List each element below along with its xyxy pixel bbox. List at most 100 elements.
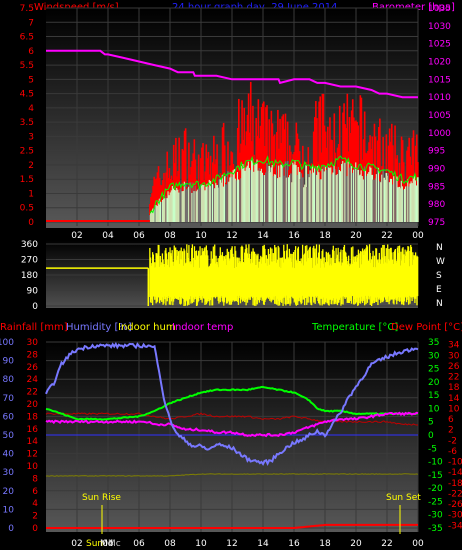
barometer-tick-label: 1015 — [428, 75, 451, 85]
climate-x-tick-label: 16 — [288, 539, 300, 549]
wind-tick-label: 2 — [28, 161, 34, 171]
temperature-tick-label: -35 — [428, 524, 443, 534]
rainfall-tick-label: 12 — [27, 450, 38, 460]
dewpoint-tick-label: 2 — [448, 426, 454, 436]
wind-tick-label: 6.5 — [20, 33, 34, 43]
compass-label: S — [436, 271, 442, 281]
humidity-tick-label: 70 — [3, 394, 15, 404]
temperature-tick-label: -30 — [428, 511, 443, 521]
rainfall-tick-label: 0 — [32, 524, 38, 534]
sun-event-label: Sun — [86, 539, 103, 549]
climate-x-tick-label: 08 — [164, 539, 176, 549]
humidity-tick-label: 60 — [3, 412, 15, 422]
climate-x-tick-label: 14 — [257, 539, 269, 549]
temperature-tick-label: -5 — [428, 444, 437, 454]
rainfall-tick-label: 20 — [27, 400, 39, 410]
rainfall-tick-label: 24 — [27, 375, 39, 385]
barometer-tick-label: 990 — [428, 165, 445, 175]
rainfall-tick-label: 2 — [32, 512, 38, 522]
humidity-tick-label: 50 — [3, 431, 15, 441]
temperature-tick-label: 20 — [428, 378, 440, 388]
direction-panel-series — [46, 244, 419, 306]
wind-tick-label: 3 — [28, 132, 34, 142]
compass-label: N — [436, 299, 443, 309]
barometer-tick-label: 1010 — [428, 93, 451, 103]
wind-x-tick-label: 08 — [164, 231, 176, 241]
wind-x-tick-label: 22 — [381, 231, 392, 241]
dewpoint-tick-label: -10 — [448, 458, 462, 468]
humidity-tick-label: 30 — [3, 468, 15, 478]
wind-x-tick-label: 04 — [102, 231, 114, 241]
temperature-tick-label: 25 — [428, 365, 439, 375]
direction-tick-label: 360 — [21, 240, 38, 250]
wind-tick-label: 1.5 — [20, 175, 34, 185]
dewpoint-tick-label: 18 — [448, 383, 460, 393]
rainfall-tick-label: 14 — [27, 437, 39, 447]
climate-x-tick-label: 20 — [350, 539, 362, 549]
climate-x-tick-label: 04 — [102, 539, 114, 549]
dewpoint-axis-title: Dew Point [°C] — [391, 322, 462, 333]
moon-culmination-label: Mc — [108, 539, 121, 549]
humidity-tick-label: 80 — [3, 375, 15, 385]
dewpoint-tick-label: -26 — [448, 500, 462, 510]
rainfall-tick-label: 16 — [27, 425, 39, 435]
rainfall-line — [46, 523, 418, 529]
direction-tick-label: 180 — [21, 271, 38, 281]
indoor-hum-line — [45, 473, 419, 477]
indoor-temp-legend: Indoor temp — [172, 322, 233, 333]
climate-x-tick-label: 18 — [319, 539, 331, 549]
wind-tick-label: 2.5 — [20, 147, 34, 157]
barometer-tick-label: 980 — [428, 200, 445, 210]
humidity-tick-label: 100 — [0, 338, 14, 348]
temperature-line — [45, 385, 419, 421]
rainfall-tick-label: 4 — [32, 499, 38, 509]
compass-label: E — [436, 285, 442, 295]
humidity-tick-label: 20 — [3, 487, 15, 497]
wind-x-tick-label: 06 — [133, 231, 145, 241]
dewpoint-line — [45, 412, 418, 426]
dewpoint-tick-label: 34 — [448, 341, 460, 351]
temperature-tick-label: 0 — [428, 431, 434, 441]
dewpoint-tick-label: 22 — [448, 373, 459, 383]
sunrise-label: Sun Rise — [82, 493, 121, 503]
dewpoint-tick-label: 30 — [448, 351, 460, 361]
wind-average-line — [149, 155, 417, 214]
barometer-tick-label: 1030 — [428, 22, 451, 32]
temperature-tick-label: -10 — [428, 458, 443, 468]
wind-tick-label: 6 — [28, 47, 34, 57]
barometer-tick-label: 985 — [428, 182, 445, 192]
rainfall-tick-label: 8 — [32, 474, 38, 484]
climate-x-tick-label: 12 — [226, 539, 237, 549]
wind-tick-label: 1 — [28, 189, 34, 199]
indoor-hum-legend: Indoor hum — [118, 322, 176, 333]
wind-x-tick-label: 18 — [319, 231, 331, 241]
rainfall-tick-label: 10 — [27, 462, 39, 472]
wind-x-tick-label: 12 — [226, 231, 237, 241]
dewpoint-tick-label: -18 — [448, 479, 462, 489]
wind-tick-label: 7 — [28, 18, 34, 28]
climate-panel-series — [45, 341, 419, 529]
wind-tick-label: 0.5 — [20, 204, 34, 214]
temperature-tick-label: 10 — [428, 404, 440, 414]
wind-tick-label: 5.5 — [20, 61, 34, 71]
humidity-tick-label: 40 — [3, 450, 15, 460]
wind-panel-series — [46, 49, 419, 222]
barometer-tick-label: 1005 — [428, 111, 451, 121]
compass-label: W — [436, 257, 445, 267]
dewpoint-tick-label: -2 — [448, 436, 457, 446]
wind-tick-label: 7.5 — [20, 4, 34, 14]
climate-x-tick-label: 22 — [381, 539, 392, 549]
barometer-tick-label: 975 — [428, 218, 445, 228]
temperature-tick-label: 35 — [428, 338, 439, 348]
dewpoint-tick-label: 26 — [448, 362, 460, 372]
rainfall-tick-label: 18 — [27, 412, 39, 422]
wind-tick-label: 4 — [28, 104, 34, 114]
dewpoint-tick-label: -34 — [448, 521, 462, 531]
wind-x-tick-label: 14 — [257, 231, 269, 241]
barometer-tick-label: 1000 — [428, 129, 451, 139]
wind-x-tick-label: 20 — [350, 231, 362, 241]
indoor-temp-line — [45, 411, 419, 438]
